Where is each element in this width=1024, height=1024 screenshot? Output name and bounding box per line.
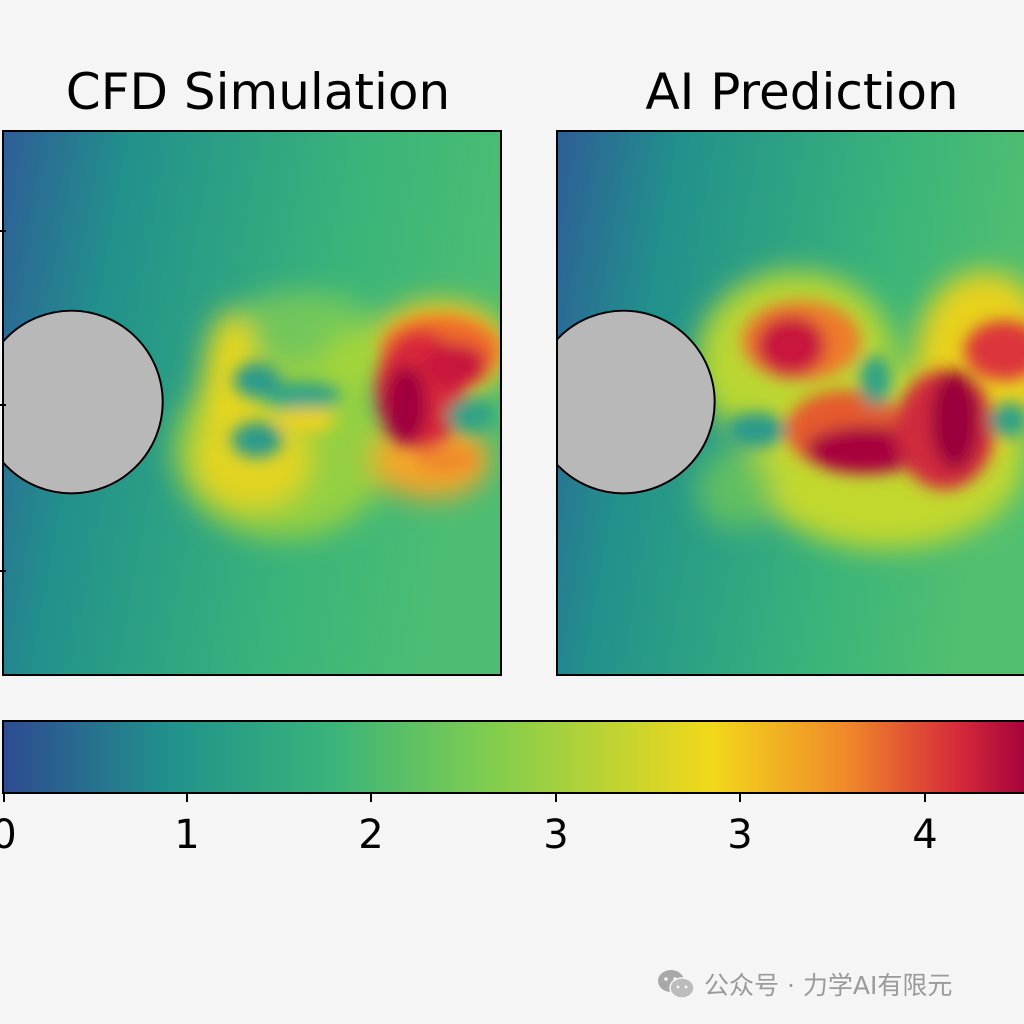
colorbar-tick [186,794,188,802]
colorbar-tick [924,794,926,802]
watermark-text: 公众号 · 力学AI有限元 [704,971,953,1000]
watermark: 公众号 · 力学AI有限元 [656,964,952,1004]
wechat-icon [658,970,695,999]
y-tick [0,570,6,572]
panel-title-ai: AI Prediction [645,63,959,121]
panel-title-cfd: CFD Simulation [65,63,451,121]
colorbar-tick-label: 4 [912,812,938,858]
colorbar-tick [3,794,5,802]
colorbar-tick [555,794,557,802]
colorbar-tick [370,794,372,802]
y-tick [0,230,6,232]
colorbar [2,720,1024,794]
cfd-simulation-plot [2,130,502,676]
colorbar-tick-label: 0 [0,812,17,858]
y-tick [0,404,6,406]
colorbar-tick-label: 2 [358,812,384,858]
colorbar-tick-label: 3 [727,812,753,858]
colorbar-tick [739,794,741,802]
colorbar-tick-label: 3 [543,812,569,858]
ai-prediction-plot [556,130,1024,676]
colorbar-tick-label: 1 [174,812,200,858]
